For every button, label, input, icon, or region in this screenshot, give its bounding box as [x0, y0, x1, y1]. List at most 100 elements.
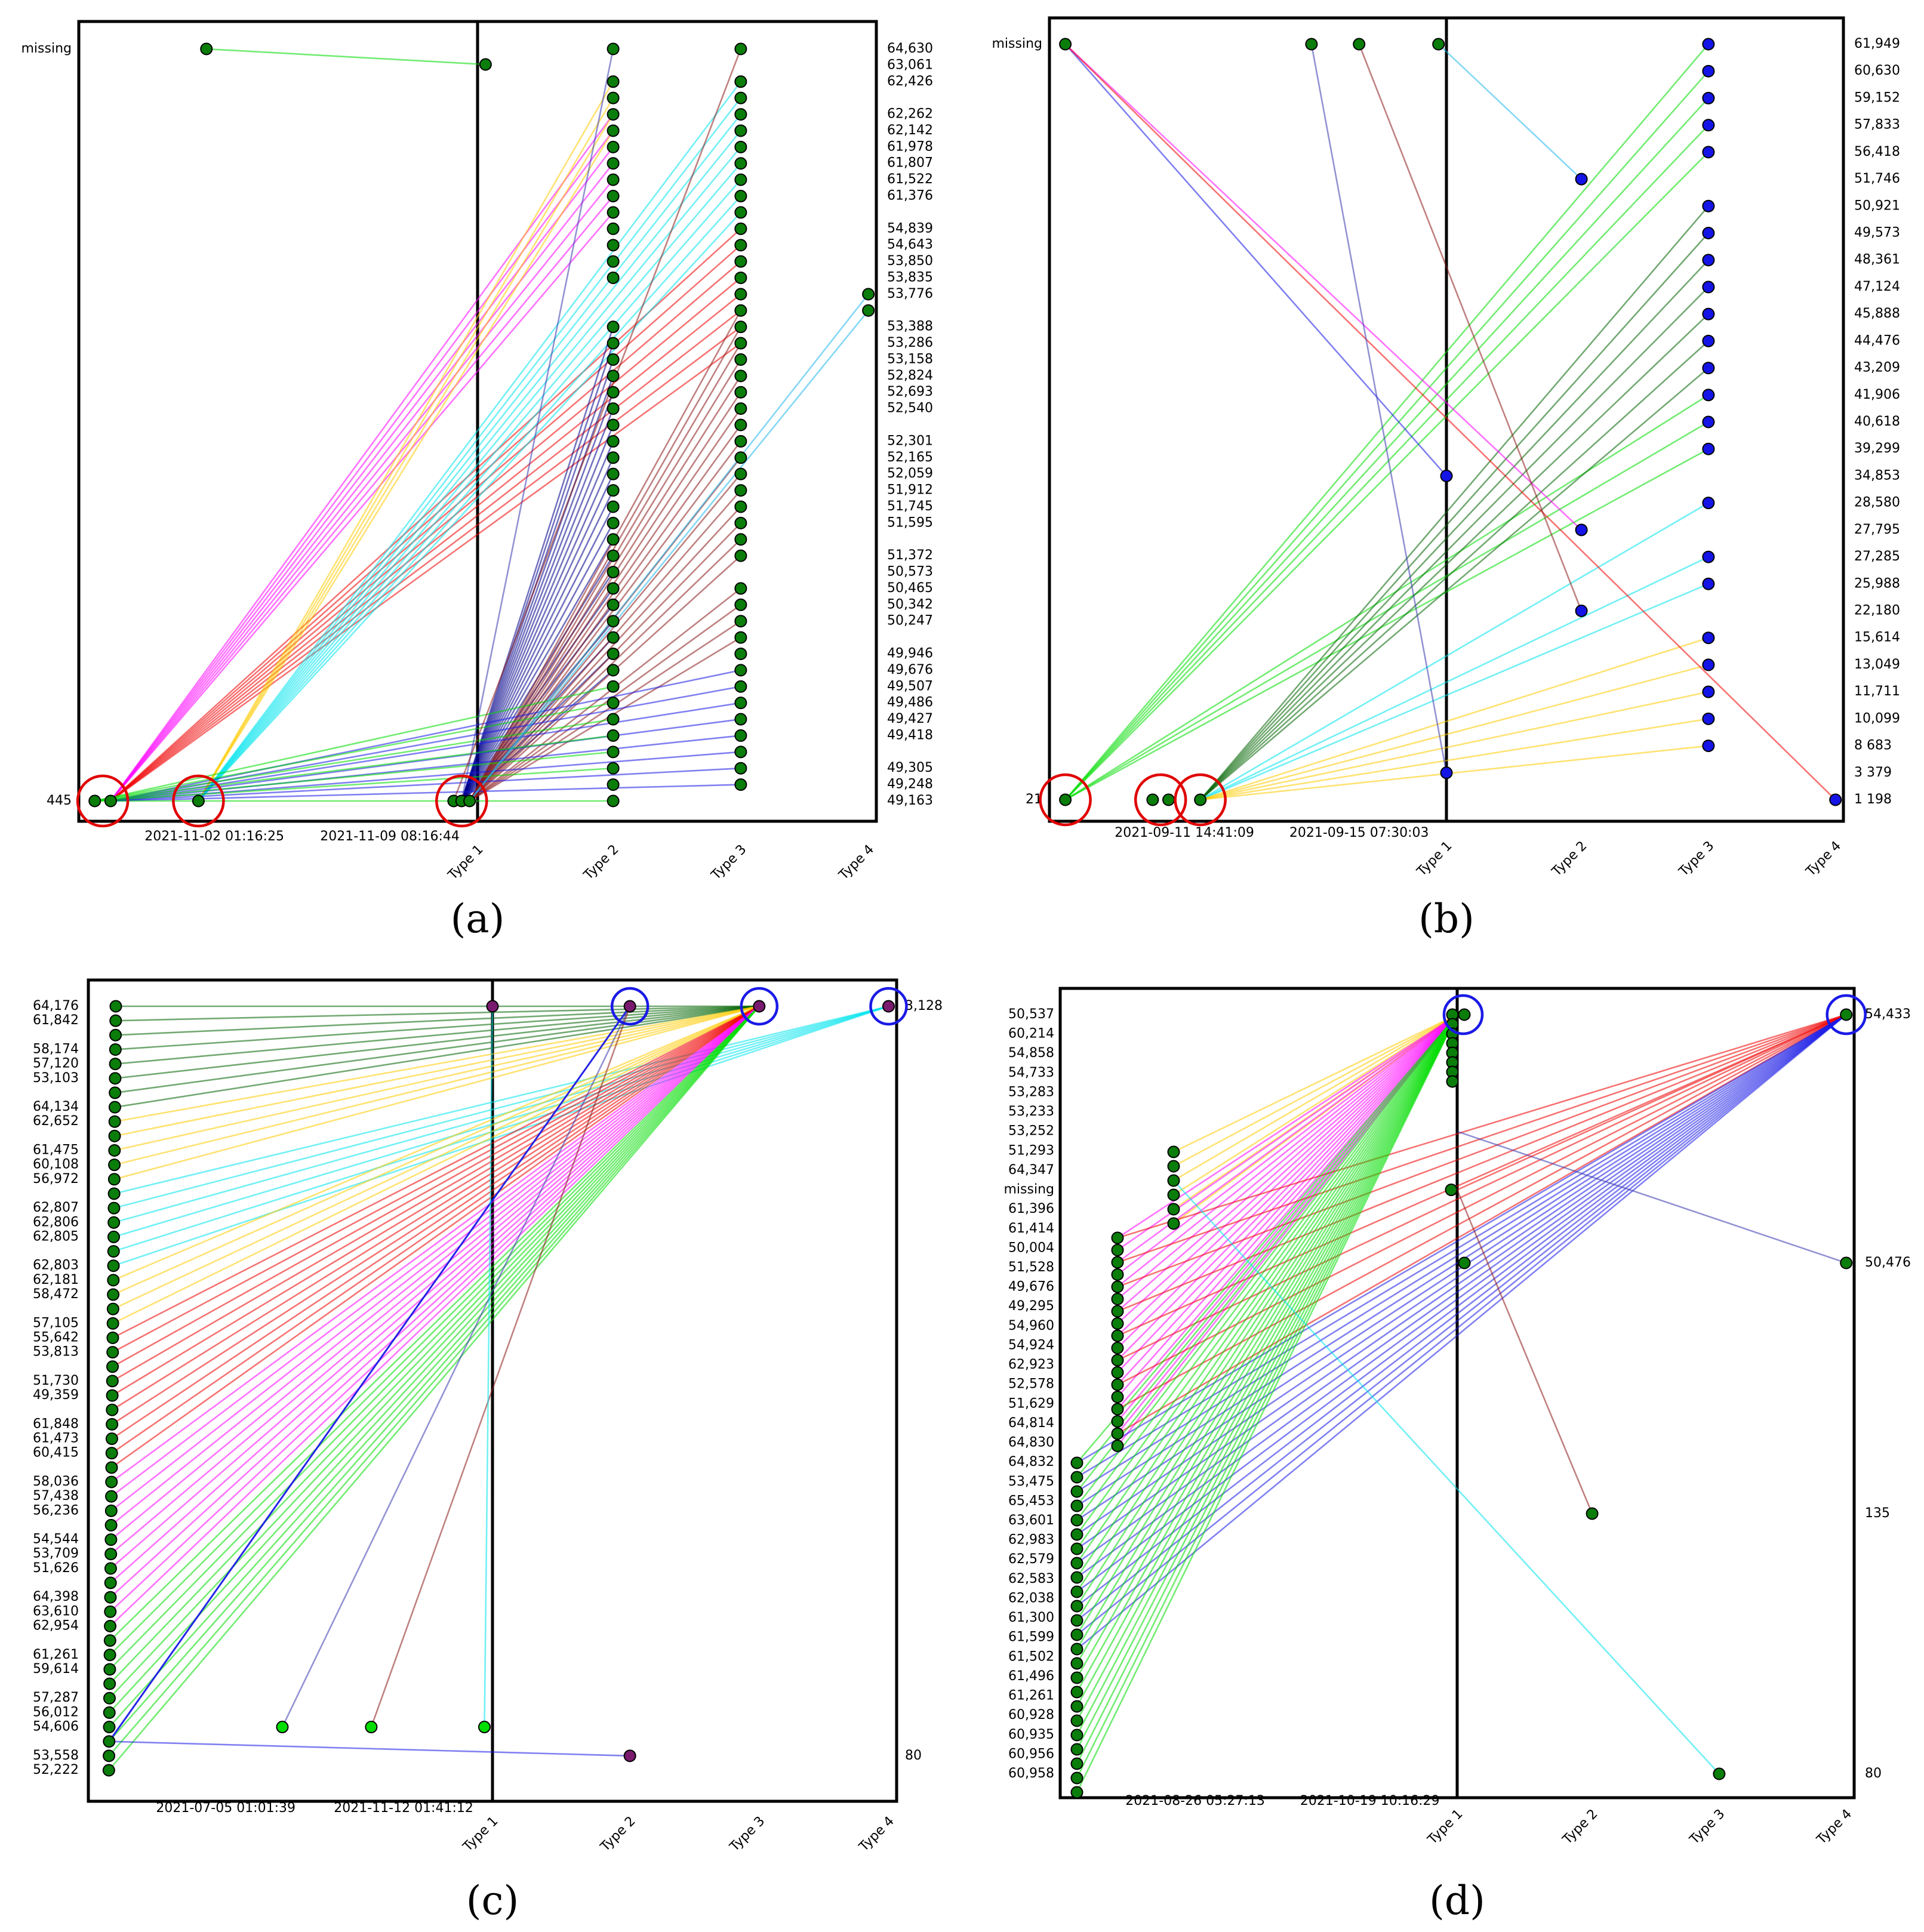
link-line	[109, 1006, 760, 1613]
left-value-label: 61,599	[1008, 1630, 1054, 1645]
link-line	[111, 1005, 760, 1425]
link-line	[110, 261, 741, 802]
source-point	[108, 1158, 121, 1172]
type-point	[607, 484, 620, 497]
left-value-label: 62,038	[1008, 1591, 1054, 1606]
left-value-label: 57,287	[33, 1690, 79, 1705]
type-point	[607, 631, 620, 644]
link-line	[1064, 124, 1709, 800]
link-line	[198, 179, 741, 802]
red-highlight-ring	[172, 774, 225, 828]
source-point	[1070, 1700, 1083, 1713]
right-value-label: 53,388	[887, 319, 933, 334]
type-point	[734, 75, 747, 88]
type-point	[607, 140, 620, 153]
link-line	[111, 1005, 760, 1454]
source-point	[109, 1000, 122, 1013]
left-value-label: 62,805	[33, 1229, 79, 1244]
left-value-label: 63,610	[33, 1604, 79, 1619]
type-point	[607, 91, 620, 104]
type-point	[1702, 362, 1715, 375]
left-value-label: 60,928	[1008, 1708, 1054, 1723]
type-axis-label: Type 4	[856, 1814, 897, 1855]
link-line	[1200, 637, 1709, 801]
source-point	[463, 794, 476, 808]
link-line	[112, 1005, 760, 1324]
type-axis-label: Type 4	[1814, 1807, 1855, 1848]
type-point	[607, 762, 620, 775]
link-line	[94, 685, 614, 802]
source-point	[1111, 1329, 1124, 1342]
link-line	[110, 162, 614, 802]
type-point	[607, 255, 620, 268]
type-point	[862, 304, 875, 317]
type-point	[734, 647, 747, 660]
link-line	[1199, 340, 1709, 800]
right-value-label: 51,745	[887, 499, 933, 514]
left-value-label: 57,438	[33, 1489, 79, 1503]
left-value-label: 64,832	[1008, 1455, 1054, 1469]
link-line	[1064, 448, 1709, 801]
right-value-label: 27,795	[1854, 522, 1900, 537]
source-point	[106, 1302, 119, 1315]
link-line	[469, 310, 869, 802]
source-point	[1111, 1378, 1124, 1391]
left-value-label: 53,813	[33, 1345, 79, 1360]
link-line	[1199, 313, 1709, 800]
link-line	[1117, 1013, 1847, 1288]
type-point	[1702, 389, 1715, 402]
right-value-label: 49,248	[887, 777, 933, 792]
right-value-label: 80	[1865, 1766, 1882, 1781]
y-label-missing: missing	[21, 41, 72, 56]
link-line	[110, 1005, 760, 1526]
type-point	[607, 745, 620, 759]
link-line	[110, 669, 741, 802]
type-point	[1702, 442, 1715, 455]
right-value-label: 52,824	[887, 368, 933, 383]
left-value-label: 62,806	[33, 1215, 79, 1230]
link-line	[1173, 1013, 1458, 1182]
link-line	[469, 375, 741, 802]
link-line	[114, 1005, 760, 1181]
link-line	[1200, 691, 1709, 801]
source-point	[108, 1115, 121, 1128]
source-point	[1167, 1174, 1180, 1187]
extra-point	[753, 1000, 766, 1013]
right-value-label: 50,476	[1865, 1255, 1911, 1270]
source-point	[1070, 1643, 1083, 1656]
source-point	[103, 1749, 116, 1762]
link-line	[113, 1005, 889, 1195]
left-value-label: 49,676	[1008, 1280, 1054, 1295]
link-line	[110, 342, 741, 802]
source-point	[106, 1418, 119, 1431]
link-line	[113, 1005, 760, 1281]
link-line	[115, 1005, 759, 1065]
link-line	[1064, 70, 1709, 800]
type-point	[607, 75, 620, 88]
x-tick-label: 2021-10-19 10:16:29	[1300, 1794, 1440, 1808]
link-line	[110, 113, 614, 802]
left-value-label: 57,105	[33, 1315, 79, 1330]
link-line	[1076, 1013, 1847, 1478]
left-value-label: 50,004	[1008, 1240, 1054, 1255]
right-value-label: 53,286	[887, 335, 933, 350]
panel-d: 2021-08-26 05:27:13 2021-10-19 10:16:29Ty…	[1004, 987, 1911, 1924]
type-point	[607, 157, 620, 170]
link-line	[198, 195, 741, 802]
link-line	[1076, 1014, 1458, 1707]
left-value-label: 60,415	[33, 1446, 79, 1460]
type-point	[607, 321, 620, 334]
left-value-label: 57,120	[33, 1056, 79, 1071]
right-value-label: 49,418	[887, 728, 933, 742]
source-point	[1070, 1600, 1083, 1613]
right-value-label: 61,978	[887, 139, 933, 154]
right-value-label: 49,427	[887, 711, 933, 726]
source-point	[1070, 1757, 1083, 1770]
type-point	[734, 239, 747, 252]
type-point	[1702, 685, 1715, 698]
type-point	[734, 582, 747, 595]
left-value-label: 64,347	[1008, 1163, 1054, 1178]
link-line	[198, 97, 741, 802]
type-point	[1702, 281, 1715, 294]
link-line	[469, 343, 741, 802]
